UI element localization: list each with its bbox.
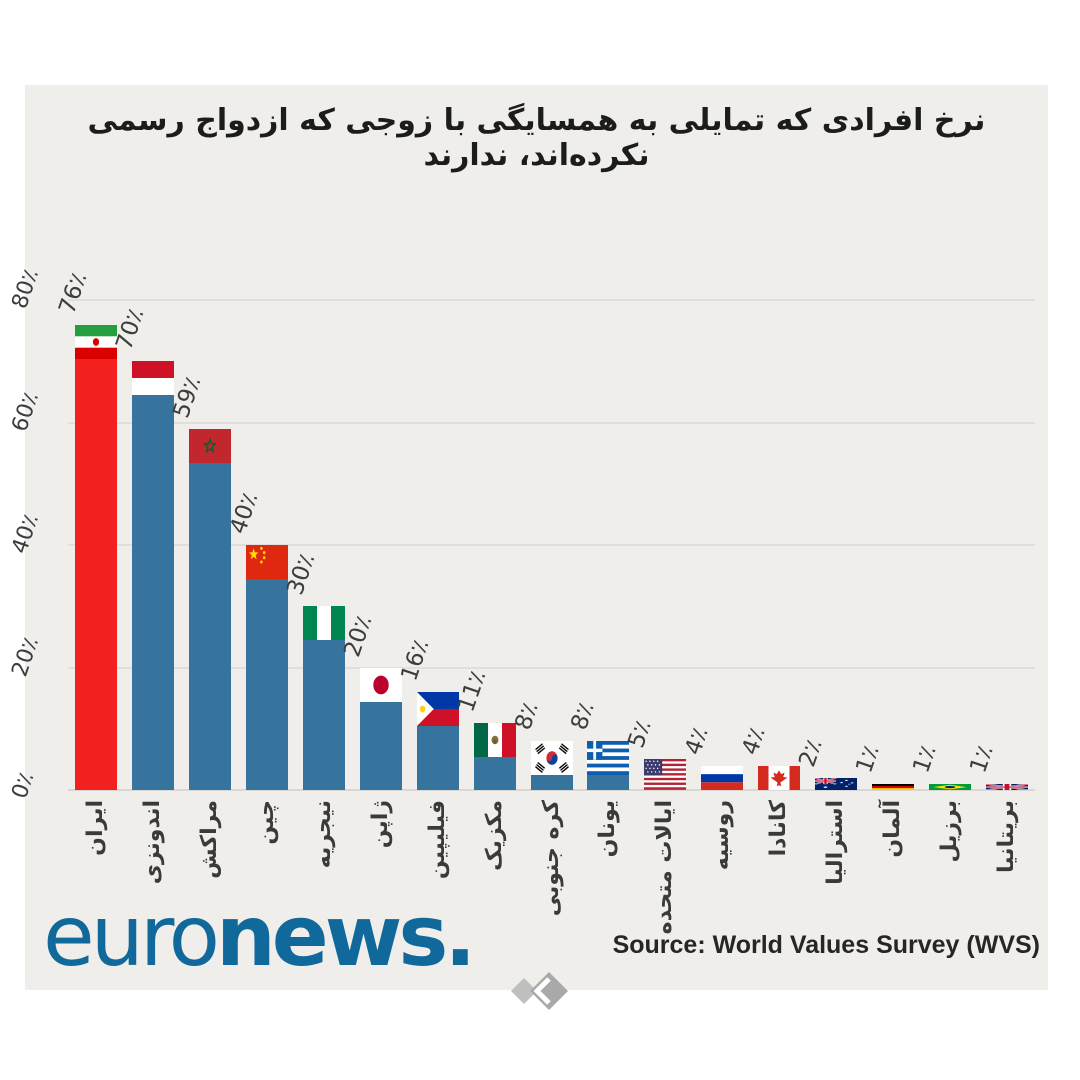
- bar-country-label: برزیل: [936, 800, 962, 863]
- flag-iran-icon: [75, 324, 118, 359]
- flag-germany-icon: [871, 783, 914, 790]
- euronews-logo: euronews.: [43, 891, 476, 981]
- bar-iran: [75, 324, 118, 790]
- bar-canada: [758, 765, 801, 790]
- bar-indonesia: [132, 361, 175, 790]
- bar-country-label: مکزیک: [481, 800, 507, 871]
- flag-brazil-icon: [928, 783, 971, 790]
- flag-morocco-icon: [189, 428, 232, 463]
- bar-value-label: 1٪: [908, 742, 942, 777]
- bar-value-label: 20٪: [339, 612, 378, 660]
- y-tick-label: 20٪: [7, 633, 44, 680]
- y-tick-label: 0٪: [7, 769, 40, 802]
- bar-germany: [871, 783, 914, 790]
- flag-greece-icon: [587, 741, 630, 775]
- flag-nigeria-icon: [302, 606, 345, 641]
- flag-mexico-icon: [473, 722, 516, 757]
- bar-value-label: 1٪: [851, 742, 885, 777]
- bar-country-label: بریتانیا: [993, 800, 1019, 873]
- flag-china-icon: [246, 545, 289, 579]
- bar-value-label: 11٪: [452, 667, 492, 715]
- gridline-20: [68, 666, 1035, 669]
- bar-value-label: 1٪: [964, 742, 999, 777]
- flag-philippines-icon: [416, 692, 459, 726]
- bar-russia: [701, 765, 744, 790]
- bar-value-label: 8٪: [566, 699, 601, 734]
- flag-usa-icon: [644, 759, 687, 790]
- bar-brazil: [928, 783, 971, 790]
- y-tick-label: 60٪: [7, 388, 44, 435]
- gridline-40: [68, 544, 1035, 546]
- bar-uk: [985, 783, 1028, 790]
- flag-south-korea-icon: [530, 741, 573, 775]
- flag-australia-icon: [814, 777, 857, 790]
- flag-indonesia-icon: [132, 361, 175, 396]
- flag-uk-icon: [985, 783, 1028, 790]
- bar-australia: [814, 777, 857, 790]
- bar-morocco: [189, 428, 232, 790]
- flag-japan-icon: [359, 667, 402, 702]
- bar-value-label: 16٪: [396, 636, 435, 685]
- bar-china: [246, 545, 289, 790]
- gridline-80: [68, 299, 1035, 301]
- bar-usa: [644, 759, 687, 790]
- bar-country-label: روسیه: [709, 800, 735, 871]
- bar-value-label: 40٪: [225, 489, 264, 538]
- bar-philippines: [416, 692, 459, 790]
- bar-value-label: 76٪: [54, 269, 93, 317]
- bar-value-label: 70٪: [111, 305, 150, 354]
- gridline-0: [68, 789, 1035, 791]
- source-credit: Source: World Values Survey (WVS): [612, 931, 1040, 959]
- bar-south-korea: [530, 741, 573, 790]
- y-tick-label: 80٪: [7, 266, 44, 312]
- flag-canada-icon: [758, 765, 801, 790]
- double-diamond-watermark-icon: [511, 972, 568, 1010]
- chart-panel: نرخ افرادی که تمایلی به همسایگی با زوجی …: [7, 85, 1048, 1010]
- bar-value-label: 4٪: [737, 723, 771, 758]
- bar-chart: 0٪ 20٪ 40٪ 60٪ 80٪ 76٪ ایران 70٪ اندونزی 59٪ مراکش…: [7, 85, 1048, 990]
- bar-greece: [587, 741, 630, 790]
- bar-mexico: [473, 722, 516, 790]
- flag-russia-icon: [701, 765, 744, 790]
- bar-japan: [359, 667, 402, 790]
- bar-country-label: یونان: [595, 800, 621, 858]
- bar-country-label: کره جنوبی: [538, 800, 564, 917]
- logo-text-news: news: [216, 887, 448, 985]
- y-tick-label: 40٪: [7, 511, 44, 557]
- logo-text-euro: euro: [43, 887, 220, 985]
- logo-dot: .: [444, 887, 476, 985]
- bar-country-label: آلمان: [879, 800, 905, 858]
- bar-value-label: 4٪: [680, 723, 714, 758]
- bar-value-label: 59٪: [168, 373, 207, 421]
- chart-title: نرخ افرادی که تمایلی به همسایگی با زوجی …: [87, 103, 986, 173]
- bar-country-label: استرالیا: [822, 800, 848, 885]
- gridline-60: [68, 421, 1035, 424]
- bar-value-label: 30٪: [282, 550, 321, 599]
- bar-country-label: ایالات متحده: [652, 800, 678, 935]
- bar-country-label: کانادا: [766, 800, 792, 857]
- bar-nigeria: [302, 606, 345, 790]
